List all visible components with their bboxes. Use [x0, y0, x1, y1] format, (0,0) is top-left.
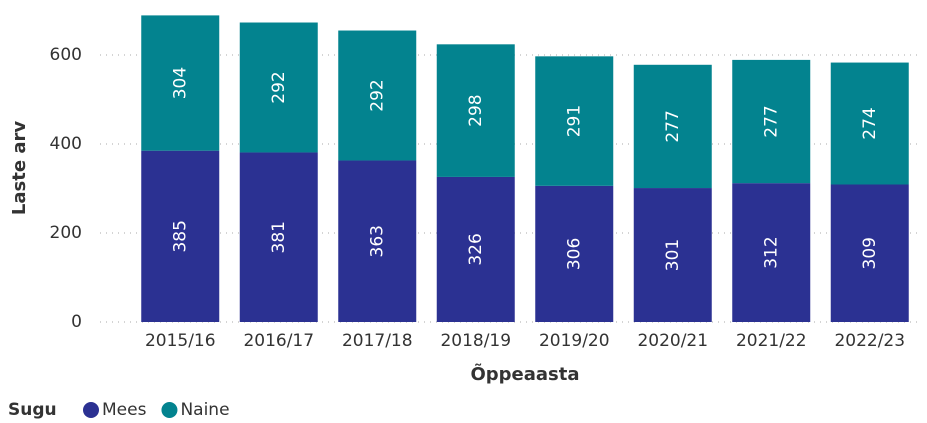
- bar-segment: [535, 56, 614, 186]
- data-label: 301: [663, 239, 683, 271]
- bar-segment: [830, 62, 909, 185]
- x-tick-label: 2022/23: [834, 331, 905, 351]
- bar-segment: [633, 64, 712, 189]
- data-label: 292: [269, 71, 289, 103]
- data-label: 298: [466, 94, 486, 126]
- bar-segment: [141, 150, 220, 322]
- bar-segment: [338, 30, 417, 161]
- data-label: 277: [761, 105, 781, 137]
- data-label: 291: [564, 105, 584, 137]
- x-tick-label: 2018/19: [440, 331, 511, 351]
- bar-segment: [535, 185, 614, 322]
- legend-label: Mees: [102, 400, 147, 420]
- bar-segment: [239, 152, 318, 322]
- bar-segment: [338, 160, 417, 322]
- legend-marker: [83, 402, 99, 418]
- legend-label: Naine: [180, 400, 229, 420]
- x-tick-label: 2019/20: [539, 331, 610, 351]
- x-tick-label: 2015/16: [145, 331, 216, 351]
- bar-segment: [830, 184, 909, 322]
- bar-segment: [239, 22, 318, 153]
- data-label: 363: [367, 225, 387, 257]
- data-label: 326: [466, 233, 486, 265]
- legend-marker: [161, 402, 178, 418]
- bar-segment: [732, 183, 811, 322]
- bar-segment: [436, 44, 515, 177]
- data-label: 312: [761, 236, 781, 268]
- legend-title: Sugu: [8, 400, 57, 420]
- y-tick-label: 400: [50, 134, 82, 154]
- data-label: 304: [170, 67, 190, 99]
- data-label: 306: [564, 238, 584, 270]
- data-label: 274: [860, 107, 880, 139]
- y-tick-label: 200: [50, 223, 82, 243]
- bar-segment: [732, 59, 811, 184]
- x-tick-label: 2020/21: [637, 331, 708, 351]
- y-tick-label: 600: [50, 45, 82, 65]
- bar-segment: [436, 176, 515, 322]
- data-label: 381: [269, 221, 289, 253]
- x-axis-title: Õppeaasta: [470, 362, 579, 385]
- bar-segment: [141, 15, 220, 151]
- x-tick-label: 2016/17: [243, 331, 314, 351]
- y-axis-title: Laste arv: [9, 121, 30, 215]
- x-tick-label: 2017/18: [342, 331, 413, 351]
- data-label: 277: [663, 110, 683, 142]
- data-label: 292: [367, 79, 387, 111]
- data-label: 385: [170, 220, 190, 252]
- data-label: 309: [860, 237, 880, 269]
- bar-segment: [633, 188, 712, 322]
- x-tick-label: 2021/22: [736, 331, 807, 351]
- y-tick-label: 0: [71, 312, 82, 332]
